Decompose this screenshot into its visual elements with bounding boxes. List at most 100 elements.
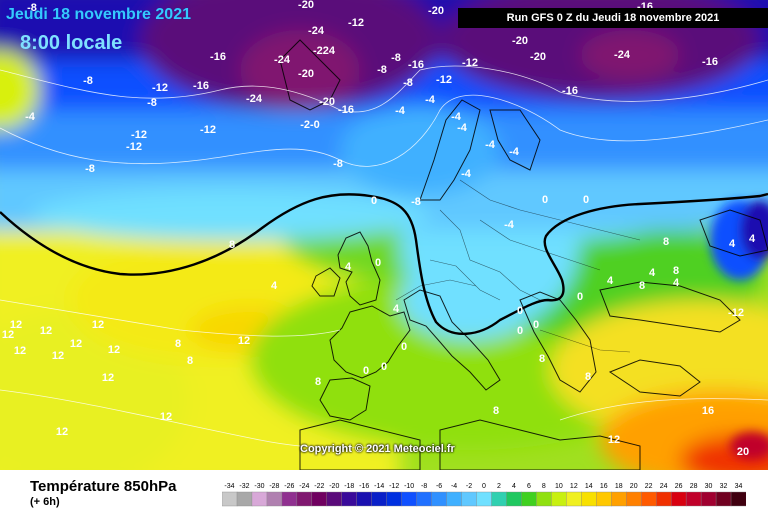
- temperature-field: [0, 0, 768, 470]
- temperature-label: -16: [408, 59, 424, 71]
- temperature-label: -24: [246, 93, 263, 105]
- legend-swatch: [386, 491, 403, 507]
- legend-swatch: [416, 491, 433, 507]
- temperature-label: -12: [126, 141, 142, 153]
- legend-swatch: [596, 491, 612, 507]
- forecast-step-label: (+ 6h): [30, 496, 60, 508]
- legend-swatch: [626, 491, 642, 507]
- legend-swatch: [715, 491, 732, 507]
- temperature-label: -4: [451, 111, 462, 123]
- temperature-label: -8: [411, 196, 421, 208]
- temperature-label: 12: [608, 434, 620, 446]
- temperature-label: 8: [663, 236, 669, 248]
- temperature-label: -16: [338, 104, 354, 116]
- temperature-label: 12: [40, 325, 52, 337]
- legend-swatch: [446, 491, 463, 507]
- temperature-label: -16: [193, 80, 209, 92]
- legend-value: -34: [224, 483, 234, 490]
- legend-swatch: [311, 491, 328, 507]
- forecast-time-title: 8:00 locale: [20, 32, 123, 54]
- legend-value: 24: [660, 483, 668, 490]
- legend-swatch: [521, 491, 537, 507]
- coastlines: [279, 39, 768, 470]
- temperature-label: 8: [639, 280, 645, 292]
- temperature-label: 8: [585, 371, 591, 383]
- temperature-label: 8: [493, 405, 499, 417]
- temperature-label: 0: [542, 194, 548, 206]
- temperature-label: 8: [539, 353, 545, 365]
- temperature-label: -20: [530, 51, 546, 63]
- legend-value: 16: [600, 483, 608, 490]
- legend-value: 22: [645, 483, 653, 490]
- legend-value: -30: [254, 483, 264, 490]
- temperature-label: 8: [315, 376, 321, 388]
- temperature-label: 12: [92, 319, 104, 331]
- legend-swatch: [551, 491, 567, 507]
- legend-swatch: [641, 491, 657, 507]
- legend-swatch: [236, 491, 253, 507]
- temperature-label: 12: [108, 344, 120, 356]
- temperature-label: 16: [702, 405, 714, 417]
- isolines: [0, 65, 768, 449]
- legend-value: -4: [451, 483, 457, 490]
- temperature-label: 0: [517, 325, 523, 337]
- legend-swatch: [476, 491, 492, 507]
- temperature-label: -12: [348, 17, 364, 29]
- legend-value: 10: [555, 483, 563, 490]
- legend-swatch: [670, 491, 687, 507]
- temperature-label: -12: [152, 82, 168, 94]
- temperature-label: 12: [10, 319, 22, 331]
- legend-swatch: [536, 491, 552, 507]
- temperature-label: -20: [319, 96, 335, 108]
- legend-value: -20: [329, 483, 339, 490]
- legend-swatch: [491, 491, 507, 507]
- temperature-label: 12: [160, 411, 172, 423]
- temperature-label: -8: [27, 2, 37, 14]
- legend-swatch: [655, 491, 672, 507]
- temperature-label: 8: [175, 338, 181, 350]
- legend-value: 8: [542, 483, 546, 490]
- legend-value: 14: [585, 483, 593, 490]
- legend-swatch: [506, 491, 522, 507]
- temperature-label: -4: [25, 111, 36, 123]
- legend-value: 30: [705, 483, 713, 490]
- map-variable-title: Température 850hPa: [30, 478, 177, 495]
- model-run-banner: Run GFS 0 Z du Jeudi 18 novembre 2021: [458, 8, 768, 28]
- temperature-label: -24: [274, 54, 291, 66]
- temperature-label: -24: [308, 25, 325, 37]
- copyright-notice: Copyright © 2021 Meteociel.fr: [300, 443, 455, 455]
- temperature-label: 4: [749, 233, 756, 245]
- legend-swatch: [356, 491, 373, 507]
- legend-swatch: [730, 491, 746, 507]
- temperature-map: -8 -20 -20 -16-12-24-20-20 -24-16-16 -224-24-…: [0, 0, 768, 470]
- temperature-label: -8: [391, 52, 401, 64]
- temperature-label: 0: [375, 257, 381, 269]
- legend-value: 18: [615, 483, 623, 490]
- temperature-label: -2-0: [300, 119, 320, 131]
- temperature-label: -20: [298, 0, 314, 11]
- legend-swatch: [581, 491, 597, 507]
- forecast-date-title: Jeudi 18 novembre 2021: [6, 6, 191, 23]
- legend-swatch: [341, 491, 358, 507]
- temperature-label: 8: [187, 355, 193, 367]
- temperature-label: -8: [333, 158, 343, 170]
- temperature-label: 8: [229, 239, 235, 251]
- legend-swatch: [296, 491, 313, 507]
- temperature-label: -8: [403, 77, 413, 89]
- temperature-label: 20: [737, 446, 749, 458]
- legend-swatch: [401, 491, 418, 507]
- temperature-label: -8: [147, 97, 157, 109]
- legend-swatch: [222, 491, 238, 507]
- temperature-label: 4: [673, 277, 680, 289]
- legend-swatch: [566, 491, 582, 507]
- temperature-label: 4: [649, 267, 656, 279]
- temperature-label: 4: [393, 303, 400, 315]
- color-scale-legend: -34 -32 -30 -28 -26 -24 -22 -20 -18 -16 -14 -12 -10-…: [222, 483, 746, 507]
- temperature-label: -4: [425, 94, 436, 106]
- legend-swatch: [251, 491, 268, 507]
- temperature-label: -8: [83, 75, 93, 87]
- temperature-label: 0: [583, 194, 589, 206]
- legend-value: -8: [421, 483, 427, 490]
- temperature-label: 0: [363, 365, 369, 377]
- temperature-label: -20: [428, 5, 444, 17]
